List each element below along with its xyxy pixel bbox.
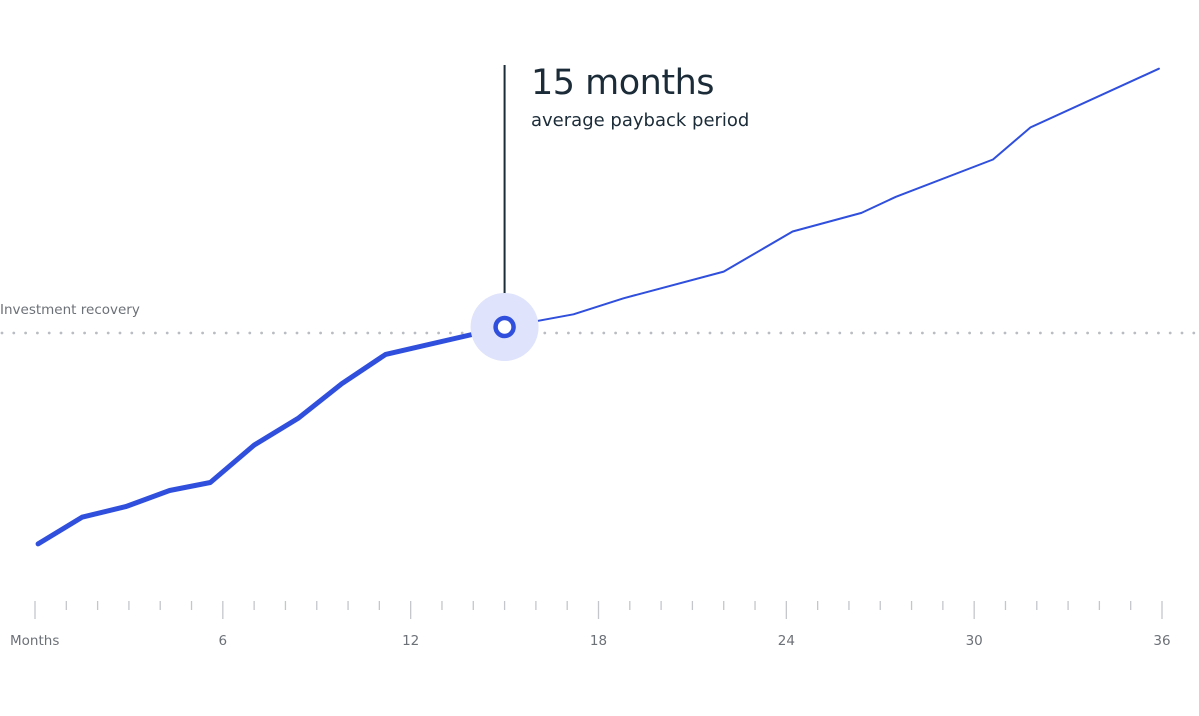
x-tick-label: 12: [402, 633, 420, 649]
x-axis-ticks: [34, 601, 1163, 619]
x-tick-label: 24: [777, 633, 795, 649]
x-tick-label: 30: [965, 633, 983, 649]
payback-label: average payback period: [531, 110, 750, 131]
x-tick-label: 6: [218, 633, 228, 649]
x-tick-label: 36: [1153, 633, 1171, 649]
x-tick-label: 18: [589, 633, 608, 649]
investment-recovery-label: Investment recovery: [0, 302, 140, 318]
payback-marker[interactable]: [493, 315, 516, 339]
investment-recovery-reference-line: [0, 331, 1196, 335]
recovery-line-before-payback: [35, 324, 508, 547]
payback-value: 15 months: [531, 63, 715, 103]
recovery-line-after-payback: [503, 67, 1160, 328]
x-axis-title: Months: [10, 633, 60, 649]
